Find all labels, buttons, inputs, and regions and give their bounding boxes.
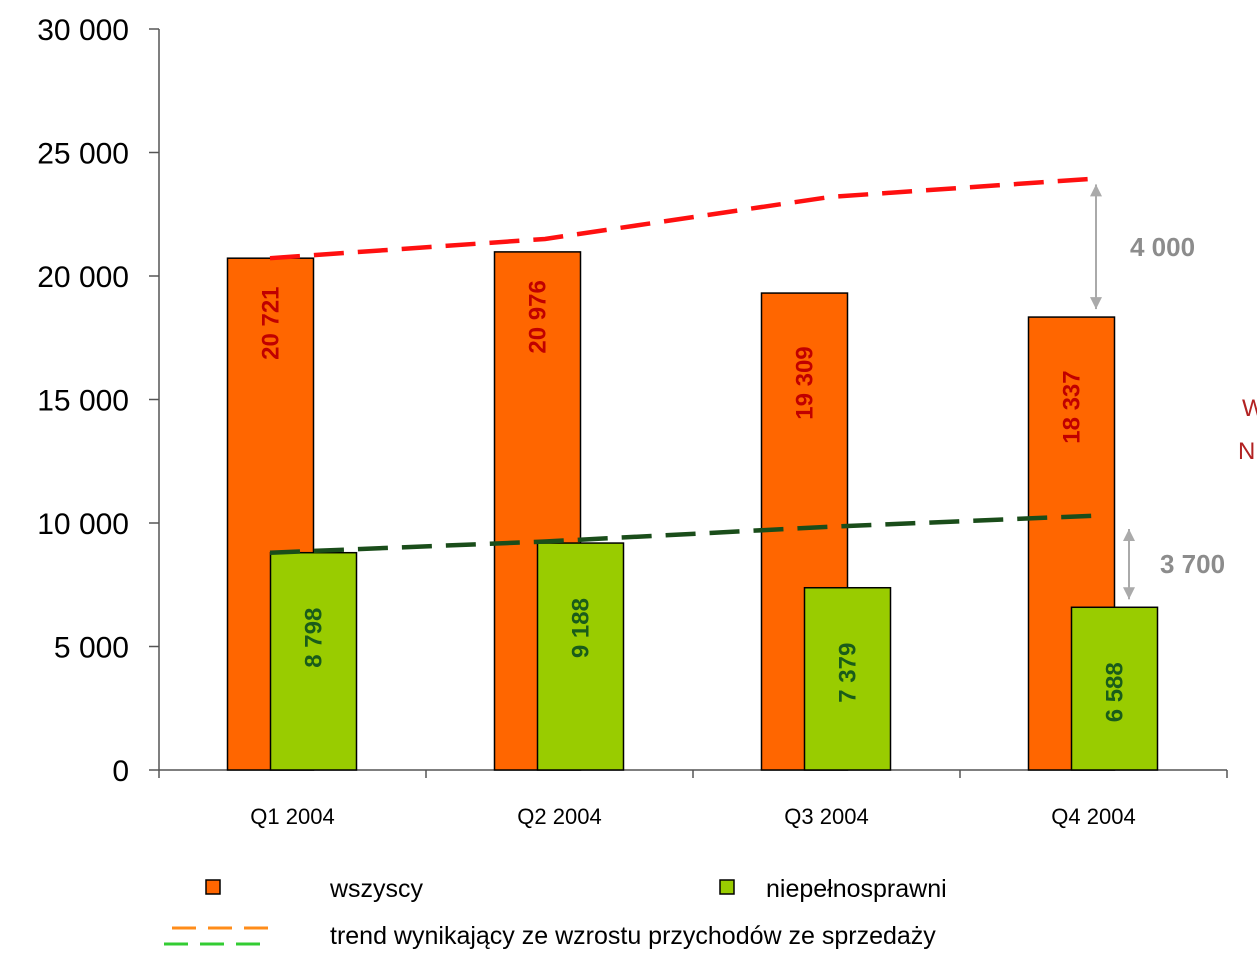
- side-text-fragment: W: [1242, 395, 1257, 422]
- bar-value-label: 6 588: [1102, 662, 1129, 722]
- bar-value-label: 18 337: [1059, 370, 1086, 443]
- x-tick-label: Q3 2004: [784, 804, 868, 829]
- y-tick-label: 10 000: [37, 508, 129, 541]
- bar-value-label: 9 188: [568, 598, 595, 658]
- x-tick-label: Q4 2004: [1051, 804, 1135, 829]
- side-text: WN: [1238, 395, 1257, 465]
- bars: 20 721 20 976 19 309 18 337 8 798 9 188 7 379 6…: [226, 251, 1159, 771]
- gap-arrowhead-bottom: [1090, 297, 1102, 310]
- bar-value-label: 20 976: [525, 280, 552, 353]
- trend-line-1: [269, 176, 1098, 261]
- x-tick-label: Q2 2004: [517, 804, 601, 829]
- gap-label: 3 700: [1160, 549, 1225, 579]
- gap-annotations: 4 000 3 700: [1090, 184, 1225, 600]
- bar-niepelnosprawni-2: [536, 542, 625, 771]
- x-axis: Q1 2004 Q2 2004 Q3 2004 Q4 2004: [158, 769, 1228, 829]
- legend-swatch-wszyscy: [205, 879, 221, 895]
- gap-arrowhead-top: [1123, 529, 1135, 541]
- y-tick-label: 5 000: [54, 632, 129, 665]
- legend-swatch-niepelnosprawni: [719, 879, 735, 895]
- bar-niepelnosprawni-3: [803, 586, 892, 771]
- y-tick-label: 30 000: [37, 14, 129, 47]
- y-axis: 0 5 000 10 000 15 000 20 000 25 000 30 000: [37, 14, 160, 788]
- gap-arrowhead-top: [1090, 184, 1102, 197]
- legend-label-niepelnosprawni: niepełnosprawni: [766, 875, 947, 903]
- y-tick-label: 20 000: [37, 261, 129, 294]
- legend-label-trend: trend wynikający ze wzrostu przychodów z…: [330, 922, 936, 950]
- bar-value-label: 20 721: [258, 286, 285, 359]
- bar-niepelnosprawni-1: [269, 551, 358, 771]
- trend-line-2: [269, 513, 1098, 555]
- gap-label: 4 000: [1130, 232, 1195, 262]
- trend-lines: [269, 176, 1098, 555]
- x-tick-label: Q1 2004: [250, 804, 334, 829]
- gap-arrowhead-bottom: [1123, 587, 1135, 600]
- legend: wszyscy niepełnosprawni trend wynikający…: [164, 875, 947, 950]
- y-tick-label: 15 000: [37, 385, 129, 418]
- legend-label-wszyscy: wszyscy: [329, 875, 424, 903]
- y-tick-label: 0: [112, 755, 129, 788]
- bar-value-label: 19 309: [792, 346, 819, 419]
- bar-value-label: 7 379: [835, 643, 862, 703]
- bar-value-label: 8 798: [301, 608, 328, 668]
- y-tick-label: 25 000: [37, 138, 129, 171]
- bar-niepelnosprawni-4: [1070, 606, 1159, 771]
- side-text-fragment: N: [1238, 438, 1255, 465]
